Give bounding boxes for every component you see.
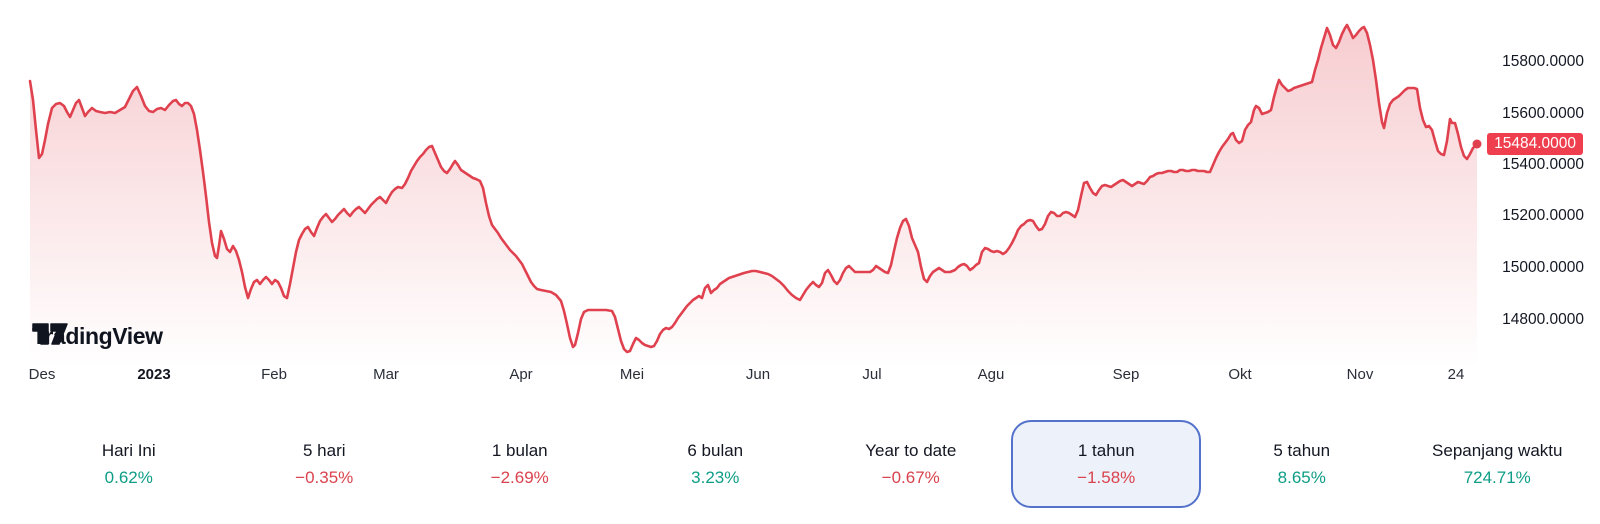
period-button-1-bulan[interactable]: 1 bulan −2.69% — [425, 420, 615, 508]
period-cell: 1 bulan −2.69% — [422, 420, 618, 508]
price-axis-label: 15400.0000 — [1502, 156, 1584, 173]
period-cell: 6 bulan 3.23% — [618, 420, 814, 508]
time-axis-label: Agu — [977, 366, 1005, 383]
period-button-sepanjang-waktu[interactable]: Sepanjang waktu 724.71% — [1402, 420, 1592, 508]
price-axis-label: 15200.0000 — [1502, 207, 1584, 224]
period-change-value: −1.58% — [1077, 467, 1136, 487]
period-label: 1 tahun — [1077, 440, 1135, 460]
price-axis-label: 15000.0000 — [1502, 259, 1584, 276]
time-axis-label: 2023 — [137, 366, 171, 383]
price-axis-label: 15600.0000 — [1502, 105, 1584, 122]
time-axis-label: Jun — [745, 366, 771, 383]
period-change-value: 3.23% — [691, 467, 740, 487]
period-button-year-to-date[interactable]: Year to date −0.67% — [816, 420, 1006, 508]
period-label: Sepanjang waktu — [1432, 440, 1563, 460]
period-button-5-tahun[interactable]: 5 tahun 8.65% — [1207, 420, 1397, 508]
period-cell: 5 tahun 8.65% — [1204, 420, 1400, 508]
time-axis: Des 2023 Feb Mar Apr Mei Jun Jul Agu Sep Okt Nov 24 — [0, 366, 1600, 386]
tradingview-logo[interactable]: TradingView — [32, 323, 163, 350]
time-axis-label: Okt — [1228, 366, 1252, 383]
period-button-1-tahun[interactable]: 1 tahun −1.58% — [1011, 420, 1202, 508]
period-selector: Hari Ini 0.62% 5 hari −0.35% 1 bulan −2.69% 6 … — [31, 420, 1595, 508]
time-axis-label: Feb — [261, 366, 287, 383]
time-axis-label: 24 — [1447, 366, 1465, 383]
period-change-value: 0.62% — [104, 467, 153, 487]
period-label: 5 hari — [302, 440, 346, 460]
period-button-hari-ini[interactable]: Hari Ini 0.62% — [34, 420, 224, 508]
area-fill — [30, 25, 1477, 390]
period-cell: Hari Ini 0.62% — [31, 420, 227, 508]
period-label: Year to date — [865, 440, 957, 460]
time-axis-label: Nov — [1346, 366, 1374, 383]
time-axis-label: Mar — [373, 366, 399, 383]
last-price-dot — [1472, 139, 1482, 149]
period-cell: 1 tahun −1.58% — [1009, 420, 1205, 508]
period-change-value: −0.67% — [881, 467, 940, 487]
price-axis-label: 15800.0000 — [1502, 53, 1584, 70]
time-axis-label: Sep — [1112, 366, 1140, 383]
period-change-value: 8.65% — [1277, 467, 1326, 487]
period-cell: Year to date −0.67% — [813, 420, 1009, 508]
period-label: 1 bulan — [491, 440, 548, 460]
period-cell: Sepanjang waktu 724.71% — [1400, 420, 1596, 508]
time-axis-label: Jul — [862, 366, 882, 383]
time-axis-label: Apr — [509, 366, 533, 383]
period-button-5-hari[interactable]: 5 hari −0.35% — [229, 420, 419, 508]
period-change-value: 724.71% — [1463, 467, 1531, 487]
period-label: 6 bulan — [687, 440, 744, 460]
period-label: 5 tahun — [1273, 440, 1331, 460]
period-cell: 5 hari −0.35% — [227, 420, 423, 508]
period-button-6-bulan[interactable]: 6 bulan 3.23% — [620, 420, 810, 508]
period-change-value: −2.69% — [490, 467, 549, 487]
last-price-badge: 15484.0000 — [1487, 133, 1583, 155]
price-axis-label: 14800.0000 — [1502, 311, 1584, 328]
tradingview-logo-icon — [32, 323, 68, 345]
period-change-value: −0.35% — [295, 467, 354, 487]
time-axis-label: Mei — [619, 366, 645, 383]
chart-canvas[interactable] — [0, 0, 1600, 392]
period-label: Hari Ini — [101, 440, 156, 460]
time-axis-label: Des — [28, 366, 56, 383]
price-chart: 15800.0000 15600.0000 15400.0000 15200.0000… — [0, 0, 1600, 392]
price-line — [28, 23, 1479, 354]
